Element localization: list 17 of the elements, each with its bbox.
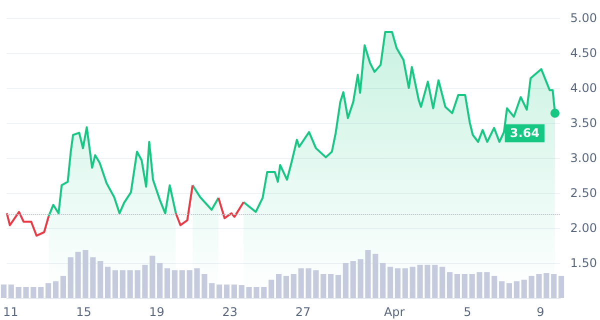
y-tick-label: 5.00 xyxy=(570,11,597,25)
y-tick-label: 2.00 xyxy=(570,221,597,235)
y-tick-label: 2.50 xyxy=(570,186,597,200)
y-tick-label: 3.00 xyxy=(570,151,597,165)
x-tick-label: 23 xyxy=(222,305,238,319)
data-label: 3.64 xyxy=(510,126,540,140)
x-tick-label: 5 xyxy=(464,305,472,319)
x-tick-label: 15 xyxy=(76,305,92,319)
x-tick-label: Apr xyxy=(384,305,405,319)
y-tick-label: 1.50 xyxy=(570,256,597,270)
y-tick-label: 4.50 xyxy=(570,46,597,60)
x-tick-label: 9 xyxy=(536,305,544,319)
y-tick-label: 4.00 xyxy=(570,81,597,95)
y-tick-label: 3.50 xyxy=(570,116,597,130)
x-tick-label: 19 xyxy=(149,305,164,319)
x-tick-label: 27 xyxy=(295,305,311,319)
x-tick-label: 11 xyxy=(2,305,18,319)
